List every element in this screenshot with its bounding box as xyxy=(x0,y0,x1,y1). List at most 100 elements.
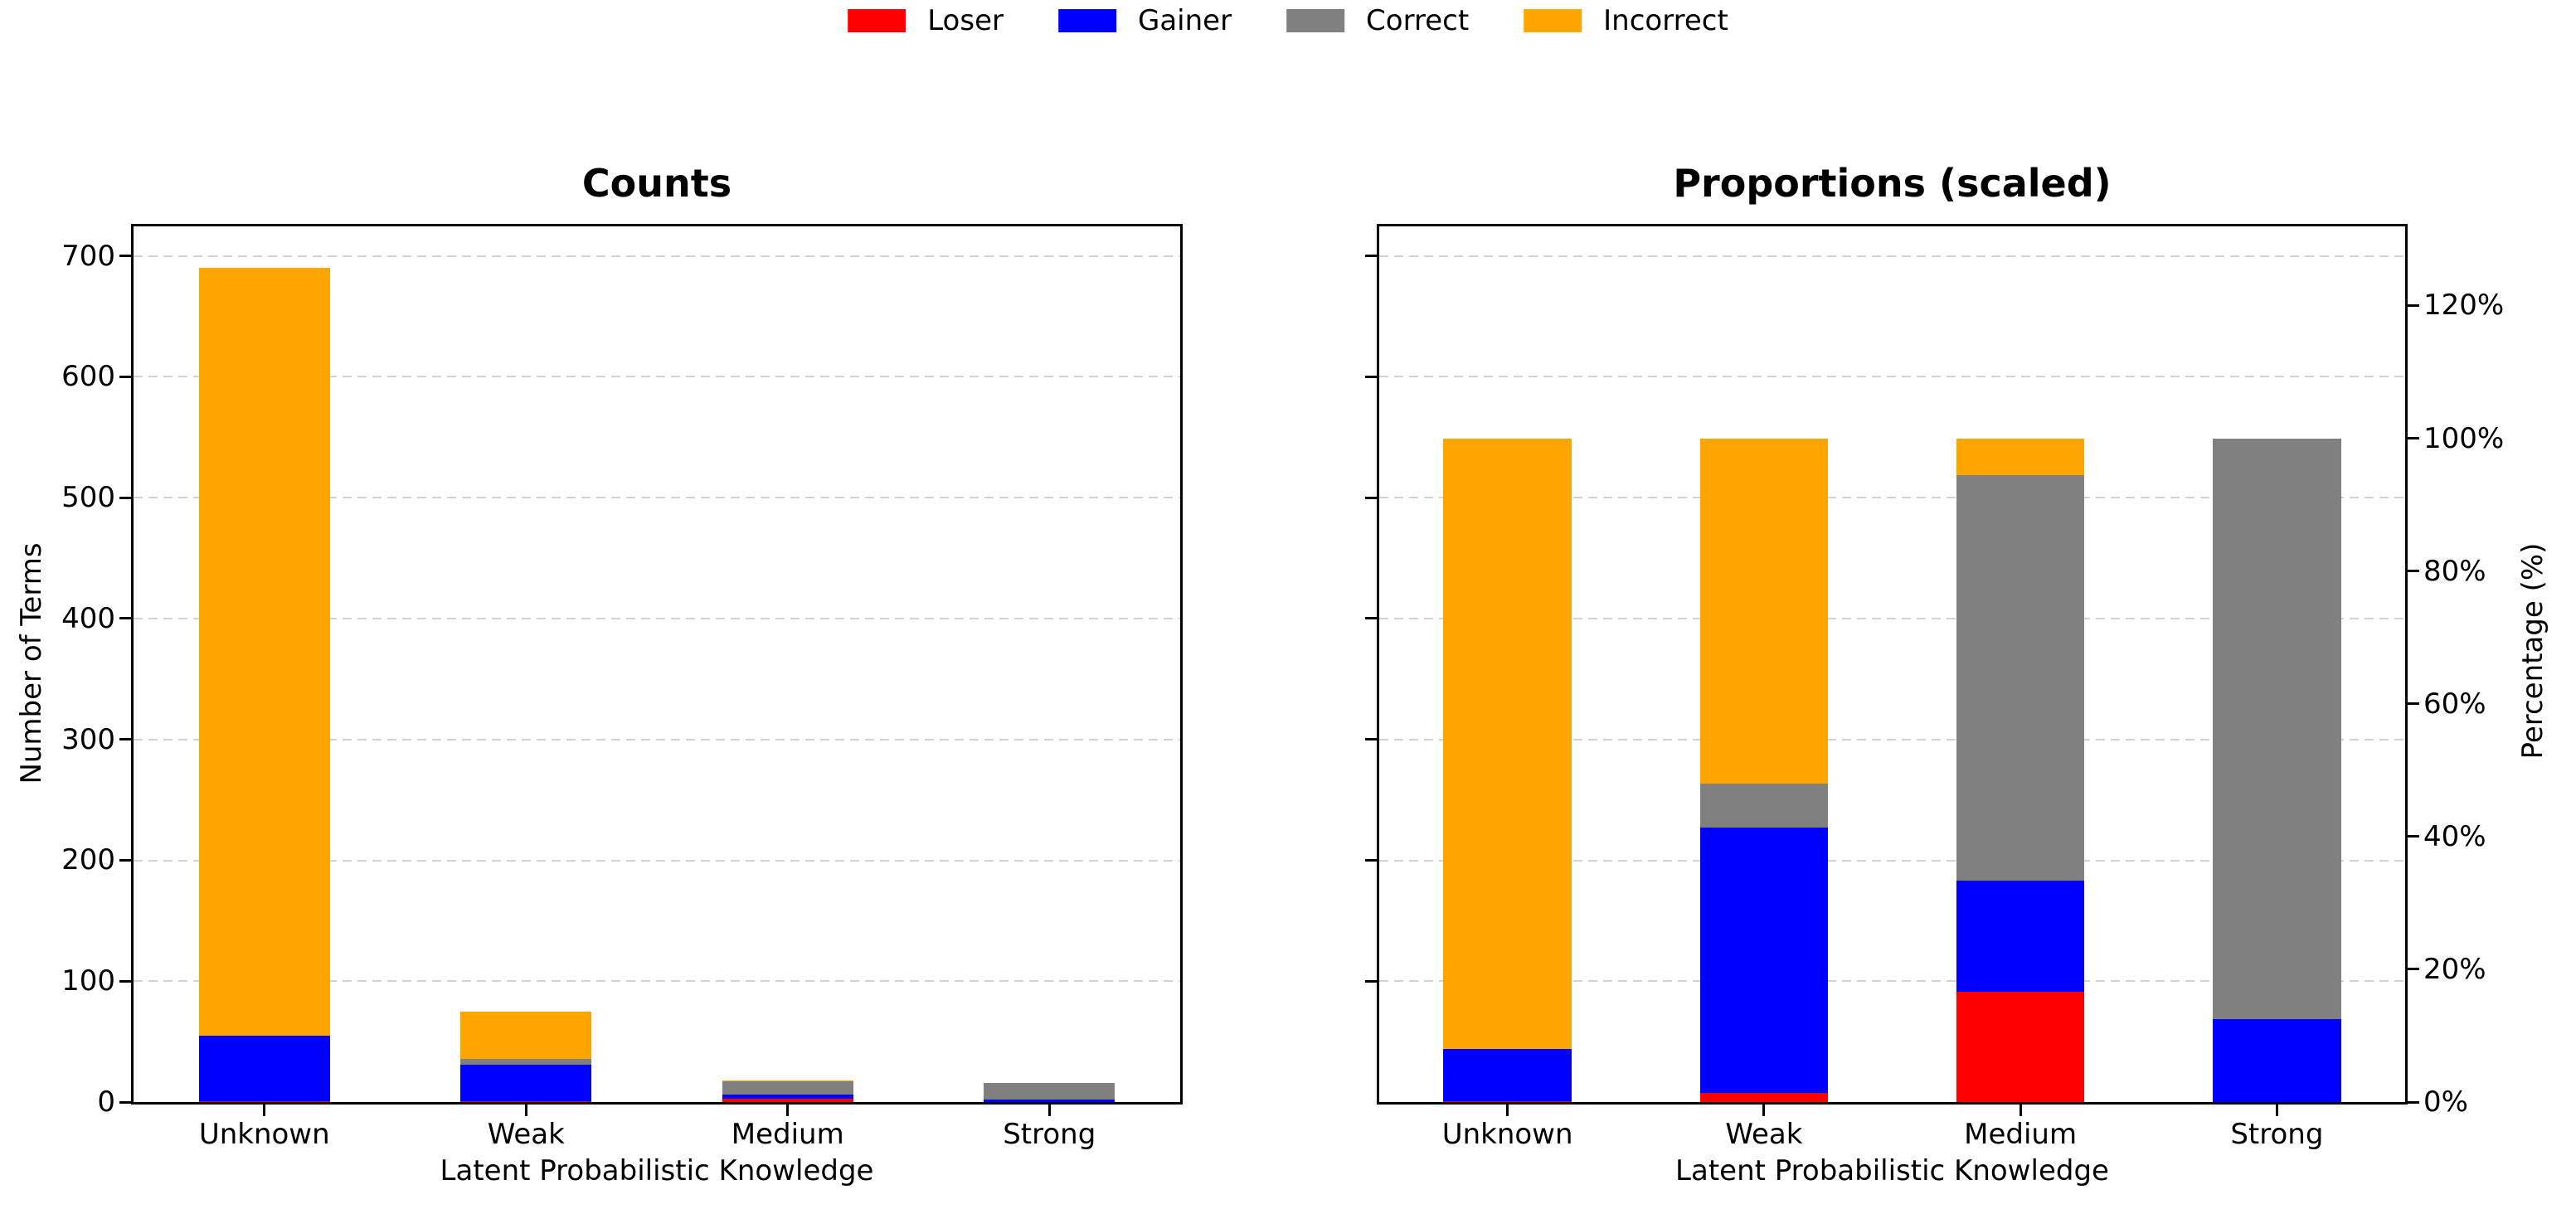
x-tick-medium xyxy=(2019,1105,2022,1116)
y-tick-left-200 xyxy=(1365,859,1377,862)
x-tick-label-strong: Strong xyxy=(2230,1118,2324,1151)
incorrect-color-swatch xyxy=(1524,9,1582,32)
y-tick-right-40 xyxy=(2408,835,2419,838)
y-tick-label-right-40: 40% xyxy=(2423,819,2486,853)
y-tick-right-0 xyxy=(2408,1100,2419,1104)
y-tick-label-600: 600 xyxy=(61,360,115,394)
counts-y-axis-label: Number of Terms xyxy=(15,542,48,784)
y-tick-label-right-60: 60% xyxy=(2423,687,2486,721)
bar-segment-weak-incorrect xyxy=(1699,438,1829,784)
legend-label-incorrect: Incorrect xyxy=(1603,4,1728,37)
y-tick-left-600 xyxy=(1365,375,1377,378)
bar-segment-medium-correct xyxy=(1956,475,2085,881)
legend-item-loser: Loser xyxy=(848,7,1004,35)
proportions-x-axis-label: Latent Probabilistic Knowledge xyxy=(1675,1154,2109,1187)
y-tick-label-300: 300 xyxy=(61,722,115,756)
bar-segment-weak-gainer xyxy=(460,1064,592,1101)
y-tick-left-600 xyxy=(119,375,131,378)
y-tick-left-100 xyxy=(1365,979,1377,983)
gridline-600 xyxy=(1379,376,2405,378)
proportions-chart-plot-area: Proportions (scaled) Latent Probabilisti… xyxy=(1365,163,2504,1185)
x-tick-label-strong: Strong xyxy=(1003,1118,1096,1151)
bar-segment-medium-gainer xyxy=(1956,881,2085,992)
y-tick-left-700 xyxy=(119,255,131,258)
x-tick-medium xyxy=(786,1105,790,1116)
y-tick-right-60 xyxy=(2408,702,2419,706)
gridline-100 xyxy=(1379,980,2405,983)
x-tick-unknown xyxy=(1506,1105,1509,1116)
bar-segment-medium-incorrect xyxy=(722,1080,853,1082)
gainer-color-swatch xyxy=(1057,9,1116,32)
gridline-300 xyxy=(1379,738,2405,740)
correct-color-swatch xyxy=(1286,9,1345,32)
bar-segment-unknown-loser xyxy=(198,1100,330,1102)
y-tick-right-120 xyxy=(2408,303,2419,307)
y-tick-right-20 xyxy=(2408,968,2419,971)
counts-chart-plot-area: Counts Latent Probabilistic Knowledge 0 1… xyxy=(61,163,1183,1185)
y-tick-left-700 xyxy=(1365,255,1377,258)
y-tick-label-right-0: 0% xyxy=(2423,1085,2468,1119)
bar-segment-medium-loser xyxy=(1956,991,2085,1102)
bar-segment-weak-gainer xyxy=(1699,828,1829,1094)
y-tick-left-300 xyxy=(1365,738,1377,741)
y-tick-left-500 xyxy=(119,496,131,499)
bar-segment-unknown-gainer xyxy=(198,1035,330,1101)
y-tick-left-100 xyxy=(119,979,131,983)
gridline-400 xyxy=(1379,617,2405,619)
x-tick-label-unknown: Unknown xyxy=(198,1118,330,1151)
y-tick-left-300 xyxy=(119,738,131,741)
x-tick-label-unknown: Unknown xyxy=(1441,1118,1573,1151)
bar-segment-medium-incorrect xyxy=(1956,438,2085,476)
y-tick-right-80 xyxy=(2408,570,2419,573)
bar-segment-weak-correct xyxy=(1699,783,1829,828)
x-tick-weak xyxy=(524,1105,527,1116)
legend-label-loser: Loser xyxy=(927,4,1004,37)
gridline-200 xyxy=(134,859,1180,862)
y-tick-label-right-20: 20% xyxy=(2423,952,2486,986)
legend-item-gainer: Gainer xyxy=(1057,4,1232,37)
y-tick-label-right-100: 100% xyxy=(2423,421,2505,455)
x-tick-label-medium: Medium xyxy=(1964,1118,2078,1151)
bar-segment-strong-gainer xyxy=(984,1100,1115,1102)
proportions-chart-title: Proportions (scaled) xyxy=(1673,161,2112,206)
bar-segment-medium-correct xyxy=(722,1081,853,1095)
legend: Loser Gainer Correct Incorrect xyxy=(848,7,1728,35)
bar-segment-weak-incorrect xyxy=(460,1011,592,1059)
bar-segment-strong-correct xyxy=(2213,438,2341,1019)
gridline-300 xyxy=(134,738,1180,740)
legend-item-incorrect: Incorrect xyxy=(1524,7,1728,35)
x-tick-unknown xyxy=(263,1105,266,1116)
bar-segment-unknown-incorrect xyxy=(1443,438,1572,1050)
gridline-700 xyxy=(134,255,1180,257)
bar-segment-unknown-incorrect xyxy=(198,268,330,1036)
y-tick-right-100 xyxy=(2408,437,2419,440)
legend-item-correct: Correct xyxy=(1286,7,1469,35)
y-tick-label-700: 700 xyxy=(61,239,115,273)
loser-color-swatch xyxy=(848,9,906,32)
bar-segment-medium-gainer xyxy=(722,1095,853,1099)
gridline-600 xyxy=(134,376,1180,378)
bar-segment-medium-loser xyxy=(722,1098,853,1102)
y-tick-label-400: 400 xyxy=(61,601,115,635)
x-tick-strong xyxy=(1047,1105,1051,1116)
x-tick-weak xyxy=(1762,1105,1766,1116)
counts-chart-title: Counts xyxy=(581,161,732,206)
gridline-400 xyxy=(134,617,1180,619)
y-tick-label-right-80: 80% xyxy=(2423,554,2486,588)
bar-segment-unknown-loser xyxy=(1443,1100,1572,1102)
legend-label-correct: Correct xyxy=(1366,4,1470,37)
gridline-100 xyxy=(134,980,1180,983)
y-tick-left-400 xyxy=(119,617,131,620)
y-tick-label-right-120: 120% xyxy=(2423,289,2505,323)
x-tick-label-medium: Medium xyxy=(731,1118,844,1151)
gridline-500 xyxy=(134,497,1180,499)
bar-segment-unknown-gainer xyxy=(1443,1049,1572,1101)
x-tick-label-weak: Weak xyxy=(487,1118,565,1151)
bar-segment-weak-loser xyxy=(1699,1093,1829,1102)
bar-segment-weak-correct xyxy=(460,1058,592,1065)
y-tick-left-400 xyxy=(1365,617,1377,620)
bar-segment-weak-loser xyxy=(460,1100,592,1102)
legend-label-gainer: Gainer xyxy=(1137,4,1232,37)
bar-segment-strong-correct xyxy=(984,1082,1115,1100)
